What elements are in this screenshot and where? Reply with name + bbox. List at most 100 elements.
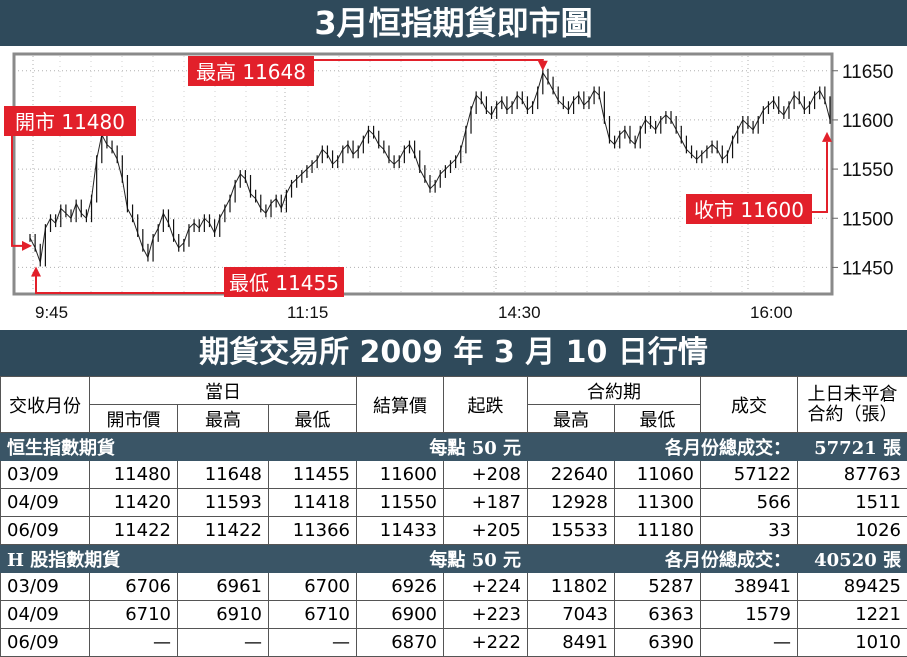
close-label: 收市 11600 xyxy=(694,198,804,222)
header-low: 最低 xyxy=(267,404,358,433)
table-cell: +187 xyxy=(443,488,529,517)
table-cell: 11422 xyxy=(89,516,178,545)
y-tick-label: 11650 xyxy=(842,62,893,83)
section-total: 40520 張 xyxy=(797,544,907,573)
table-cell: 1221 xyxy=(797,600,907,629)
table-cell: 12928 xyxy=(527,488,616,517)
table-title: 期貨交易所 2009 年 3 月 10 日行情 xyxy=(0,330,907,376)
table-cell: 11550 xyxy=(356,488,445,517)
table-cell: 03/09 xyxy=(0,572,90,601)
high-label: 最高 11648 xyxy=(196,60,306,84)
table-cell: 6706 xyxy=(89,572,178,601)
table-cell: 11366 xyxy=(267,516,358,545)
y-tick-label: 11600 xyxy=(842,111,893,132)
table-cell: 11802 xyxy=(527,572,616,601)
table-cell: 11455 xyxy=(267,460,358,489)
section-total-label: 各月份總成交： xyxy=(527,544,799,573)
table-cell: 11593 xyxy=(177,488,269,517)
chart-title: 3月恒指期貨即市圖 xyxy=(0,0,907,46)
section-name: 恒生指數期貨 xyxy=(0,432,358,461)
table-row: 06/09— — —6870 +222 8491 6390—1010 xyxy=(0,628,907,657)
open-box xyxy=(4,106,136,136)
table-cell: 6390 xyxy=(614,628,702,657)
close-box xyxy=(686,194,812,224)
header-change: 起跌 xyxy=(443,376,529,433)
header-contract-high: 最高 xyxy=(527,404,616,433)
table-cell: 11480 xyxy=(89,460,178,489)
table-cell: — xyxy=(267,628,358,657)
table-cell: +208 xyxy=(443,460,529,489)
close-leader xyxy=(812,141,828,213)
table-cell: +222 xyxy=(443,628,529,657)
y-tick-label: 11450 xyxy=(842,258,893,279)
table-row: 03/09 11480 11648 11455 11600 +208 22640 11060 5… xyxy=(0,460,907,489)
table-cell: 6961 xyxy=(177,572,269,601)
table-row: 03/09 6706 6961 6700 6926 +224 11802 5287 38941 8… xyxy=(0,572,907,601)
low-label: 最低 11455 xyxy=(229,271,339,295)
header-volume: 成交 xyxy=(700,376,799,433)
table-row: 04/09 11420 11593 11418 11550 +187 12928 11300 5… xyxy=(0,488,907,517)
table-cell: 11422 xyxy=(177,516,269,545)
header-settle: 結算價 xyxy=(356,376,445,433)
table-cell: +205 xyxy=(443,516,529,545)
table-cell: 89425 xyxy=(797,572,907,601)
header-month: 交收月份 xyxy=(0,376,90,433)
table-cell: 6710 xyxy=(267,600,358,629)
table-cell: 57122 xyxy=(700,460,799,489)
table-cell: 06/09 xyxy=(0,516,90,545)
table-cell: 38941 xyxy=(700,572,799,601)
table-cell: 11433 xyxy=(356,516,445,545)
section-total: 57721 張 xyxy=(797,432,907,461)
table-cell: 11180 xyxy=(614,516,702,545)
header-contract-low: 最低 xyxy=(614,404,702,433)
table-cell: 87763 xyxy=(797,460,907,489)
open-arrow xyxy=(22,240,32,251)
y-tick-label: 11500 xyxy=(842,209,893,230)
table-cell: — xyxy=(177,628,269,657)
quotes-table-wrap: 交收月份 當日 結算價 起跌 合約期 成交 上日未平倉 合約（張） 開市價 最高… xyxy=(0,376,907,657)
table-cell: 1010 xyxy=(797,628,907,657)
x-tick-label: 11:15 xyxy=(287,303,328,322)
futures-quotes-table: 交收月份 當日 結算價 起跌 合約期 成交 上日未平倉 合約（張） 開市價 最高… xyxy=(0,376,907,657)
section-unit: 每點 50 元 xyxy=(356,544,529,573)
high-arrow xyxy=(537,60,548,71)
x-tick-label: 16:00 xyxy=(750,303,793,322)
low-arrow xyxy=(31,266,41,277)
table-cell: 1026 xyxy=(797,516,907,545)
table-cell: 15533 xyxy=(527,516,616,545)
table-cell: 6363 xyxy=(614,600,702,629)
section-name: H 股指數期貨 xyxy=(0,544,358,573)
table-cell: — xyxy=(89,628,178,657)
table-cell: 11648 xyxy=(177,460,269,489)
high-box xyxy=(188,56,314,86)
header-high: 最高 xyxy=(177,404,269,433)
table-cell: 04/09 xyxy=(0,600,90,629)
header-oi-line2: 合約（張） xyxy=(807,403,898,425)
table-cell: 1511 xyxy=(797,488,907,517)
table-cell: 566 xyxy=(700,488,799,517)
section-unit: 每點 50 元 xyxy=(356,432,529,461)
table-cell: 8491 xyxy=(527,628,616,657)
table-cell: 6710 xyxy=(89,600,178,629)
table-cell: 11418 xyxy=(267,488,358,517)
table-cell: 6700 xyxy=(267,572,358,601)
x-tick-label: 14:30 xyxy=(498,303,541,322)
header-open: 開市價 xyxy=(89,404,178,433)
table-cell: — xyxy=(700,628,799,657)
table-cell: 11060 xyxy=(614,460,702,489)
table-cell: 1579 xyxy=(700,600,799,629)
table-cell: 7043 xyxy=(527,600,616,629)
table-cell: +224 xyxy=(443,572,529,601)
table-cell: 11420 xyxy=(89,488,178,517)
table-cell: 04/09 xyxy=(0,488,90,517)
table-cell: 11300 xyxy=(614,488,702,517)
table-row: 06/09 11422 11422 11366 11433 +205 15533 11180 3… xyxy=(0,516,907,545)
plot-frame xyxy=(12,52,834,296)
table-cell: 33 xyxy=(700,516,799,545)
header-oi-line1: 上日未平倉 xyxy=(807,383,898,405)
table-cell: 11600 xyxy=(356,460,445,489)
table-cell: 03/09 xyxy=(0,460,90,489)
header-day: 當日 xyxy=(88,376,358,405)
table-cell: 22640 xyxy=(527,460,616,489)
